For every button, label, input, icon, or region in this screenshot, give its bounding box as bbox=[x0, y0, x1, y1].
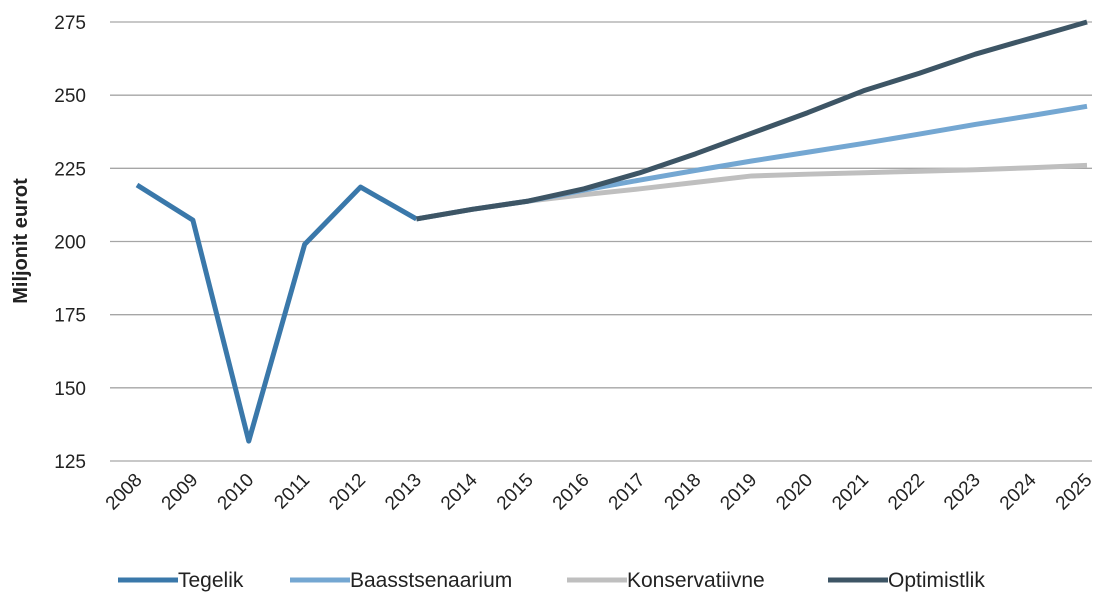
x-tick-label: 2021 bbox=[828, 470, 873, 515]
series-line bbox=[415, 19, 1088, 222]
y-axis-label: Miljonit eurot bbox=[10, 178, 32, 304]
y-tick-label: 250 bbox=[54, 86, 86, 107]
x-tick-label: 2019 bbox=[716, 470, 761, 515]
y-tick-label: 200 bbox=[54, 233, 86, 254]
series-line bbox=[135, 182, 418, 444]
y-tick-label: 125 bbox=[54, 452, 86, 473]
x-tick-label: 2025 bbox=[1052, 470, 1097, 515]
y-tick-label: 150 bbox=[54, 379, 86, 400]
x-tick-label: 2014 bbox=[437, 469, 482, 514]
x-tick-label: 2010 bbox=[214, 470, 259, 515]
x-tick-label: 2008 bbox=[102, 470, 147, 515]
legend-label: Baasstsenaarium bbox=[350, 569, 512, 592]
y-tick-label: 275 bbox=[54, 13, 86, 34]
x-tick-label: 2017 bbox=[605, 470, 650, 515]
x-tick-label: 2012 bbox=[325, 470, 370, 515]
x-tick-label: 2009 bbox=[158, 470, 203, 515]
x-tick-label: 2020 bbox=[772, 470, 817, 515]
x-tick-label: 2023 bbox=[940, 470, 985, 515]
x-tick-label: 2016 bbox=[549, 470, 594, 515]
y-tick-label: 175 bbox=[54, 306, 86, 327]
series-line bbox=[415, 162, 1088, 222]
x-tick-label: 2011 bbox=[270, 470, 314, 514]
x-tick-label: 2015 bbox=[493, 470, 538, 515]
x-tick-label: 2018 bbox=[661, 470, 706, 515]
x-tick-label: 2022 bbox=[884, 470, 929, 515]
x-tick-label: 2013 bbox=[381, 470, 426, 515]
legend-label: Optimistlik bbox=[888, 569, 985, 592]
legend-label: Tegelik bbox=[178, 569, 244, 592]
y-tick-label: 225 bbox=[54, 159, 86, 180]
x-tick-label: 2024 bbox=[996, 469, 1041, 514]
legend-label: Konservatiivne bbox=[627, 569, 765, 592]
